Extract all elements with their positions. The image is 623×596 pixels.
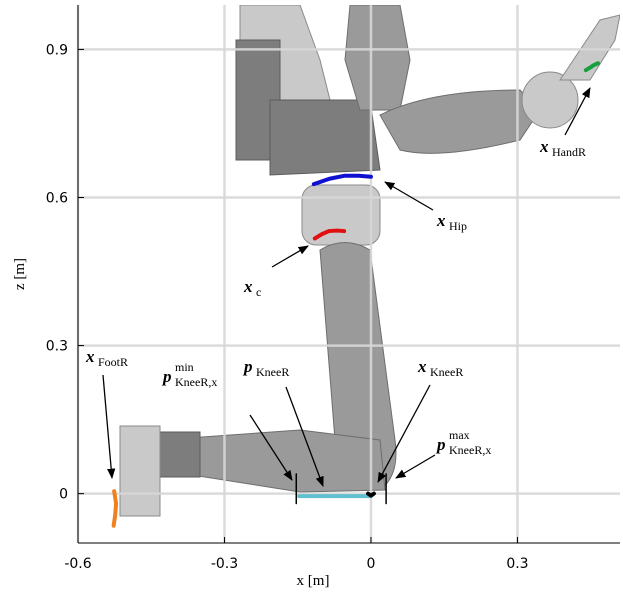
y-tick-label: 0: [59, 487, 68, 503]
x-tick-label: 0.3: [506, 556, 528, 572]
annotation-subscript: FootR: [98, 355, 128, 369]
annotation-subscript: c: [256, 285, 261, 299]
annotation-superscript: min: [175, 360, 194, 374]
x-tick-label: -0.3: [211, 556, 238, 572]
annotation-superscript: max: [449, 428, 470, 442]
annotation-symbol: p: [161, 367, 172, 386]
annotation-symbol: x: [85, 347, 95, 366]
annotation-symbol: x: [436, 211, 446, 230]
annotation-symbol: p: [435, 435, 446, 454]
y-tick-label: 0.3: [46, 339, 68, 355]
x-axis-label: x [m]: [297, 573, 330, 589]
annotation-subscript: Hip: [449, 219, 467, 233]
annotation-subscript: KneeR: [430, 365, 463, 379]
annotation-symbol: p: [242, 357, 253, 376]
annotation-subscript: KneeR: [256, 365, 289, 379]
annotation-subscript: KneeR,x: [449, 443, 491, 457]
y-tick-label: 0.6: [46, 190, 68, 206]
y-tick-label: 0.9: [46, 42, 68, 58]
annotation-symbol: x: [243, 277, 253, 296]
annotation-symbol: x: [417, 357, 427, 376]
trace: [314, 176, 371, 184]
figure: x [m] z [m] xHandRxHipxcxFootRpKneeRpKne…: [0, 0, 623, 596]
annotation-symbol: x: [539, 137, 549, 156]
x-tick-label: 0: [367, 556, 376, 572]
annotation-subscript: KneeR,x: [175, 375, 217, 389]
y-axis-label: z [m]: [12, 258, 28, 290]
trace: [114, 491, 116, 526]
x-tick-label: -0.6: [64, 556, 91, 572]
trace: [368, 494, 374, 496]
annotation-subscript: HandR: [552, 145, 586, 159]
